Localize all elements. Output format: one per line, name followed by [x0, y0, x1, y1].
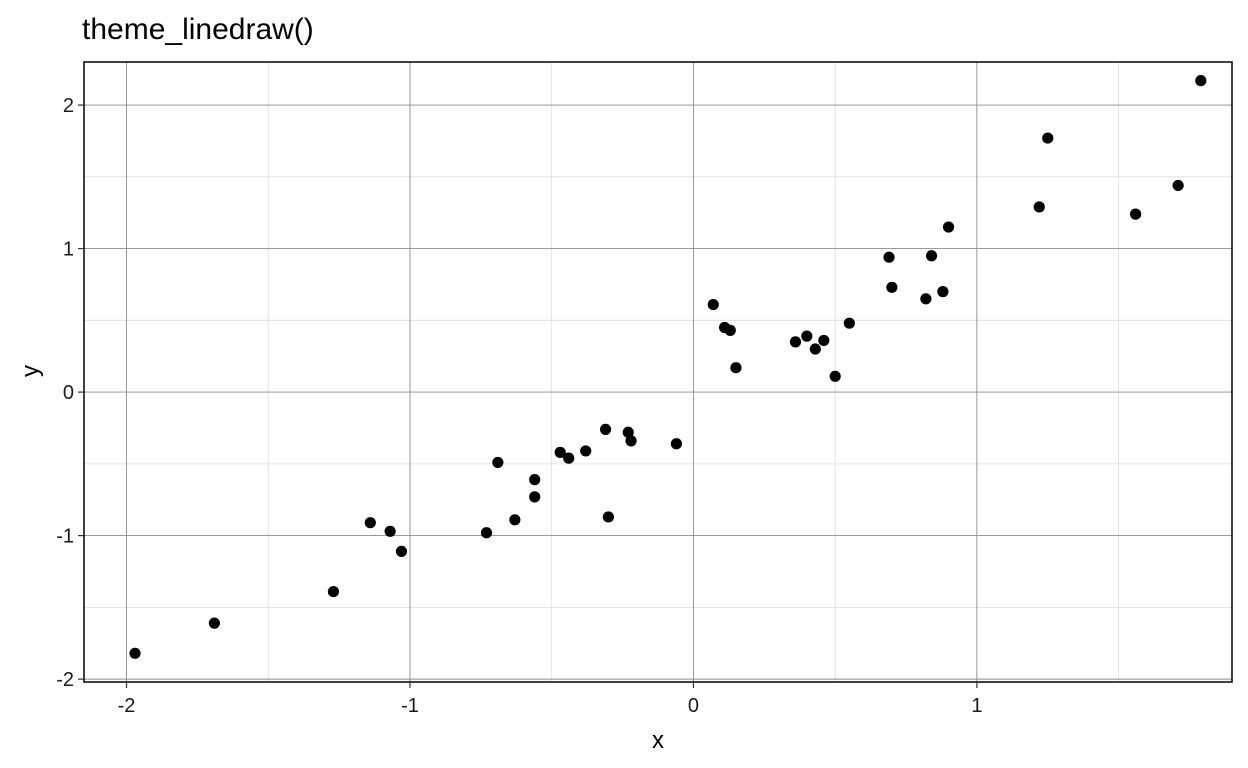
data-points: [129, 75, 1207, 659]
data-point: [1042, 132, 1054, 144]
data-point: [818, 334, 830, 347]
x-tick-labels: -2 -1 0 1: [118, 695, 983, 717]
data-point: [829, 370, 841, 382]
panel-border: [83, 61, 1233, 683]
data-point: [480, 527, 493, 539]
data-point: [492, 456, 504, 469]
data-point: [886, 281, 898, 293]
data-point: [1195, 75, 1207, 87]
chart-title: theme_linedraw(): [82, 13, 314, 46]
data-point: [602, 511, 614, 523]
data-point: [1130, 208, 1142, 220]
data-point: [554, 446, 566, 458]
data-point: [395, 545, 408, 557]
data-point: [364, 517, 376, 529]
y-tick-label: -1: [56, 526, 74, 548]
data-point: [730, 362, 742, 374]
x-tick-label: -1: [401, 695, 419, 717]
x-tick-label: -2: [118, 695, 136, 717]
major-gridlines: [84, 62, 1232, 682]
data-point: [809, 343, 821, 355]
data-point: [208, 617, 220, 629]
data-point: [925, 250, 938, 262]
data-point: [883, 251, 895, 263]
data-point: [670, 438, 683, 450]
x-axis-label: x: [652, 727, 664, 754]
y-tick-label: 1: [63, 239, 74, 261]
data-point: [942, 221, 955, 233]
y-tick-label: 2: [63, 95, 74, 117]
data-point: [129, 647, 141, 659]
data-point: [920, 293, 932, 305]
axis-ticks: [78, 104, 978, 688]
data-point: [599, 423, 612, 436]
data-point: [801, 330, 813, 342]
y-tick-labels: -2 -1 0 1 2: [56, 95, 74, 691]
data-point: [580, 445, 592, 457]
data-point: [384, 525, 396, 537]
data-point: [1033, 201, 1045, 213]
data-point: [937, 286, 949, 298]
data-point: [843, 317, 855, 329]
x-tick-label: 1: [971, 695, 982, 717]
x-tick-label: 0: [688, 695, 699, 717]
minor-gridlines: [84, 62, 1232, 682]
data-point: [707, 298, 719, 311]
y-tick-label: 0: [63, 382, 74, 404]
data-point: [724, 324, 736, 336]
data-point: [1172, 179, 1184, 192]
data-point: [789, 336, 802, 348]
data-point: [622, 426, 634, 438]
data-point: [529, 474, 541, 486]
y-tick-label: -2: [56, 669, 74, 691]
data-point: [529, 491, 541, 503]
y-axis-label: y: [17, 365, 44, 377]
data-point: [327, 585, 340, 598]
data-point: [563, 452, 575, 464]
data-point: [625, 435, 637, 447]
data-point: [509, 514, 521, 526]
